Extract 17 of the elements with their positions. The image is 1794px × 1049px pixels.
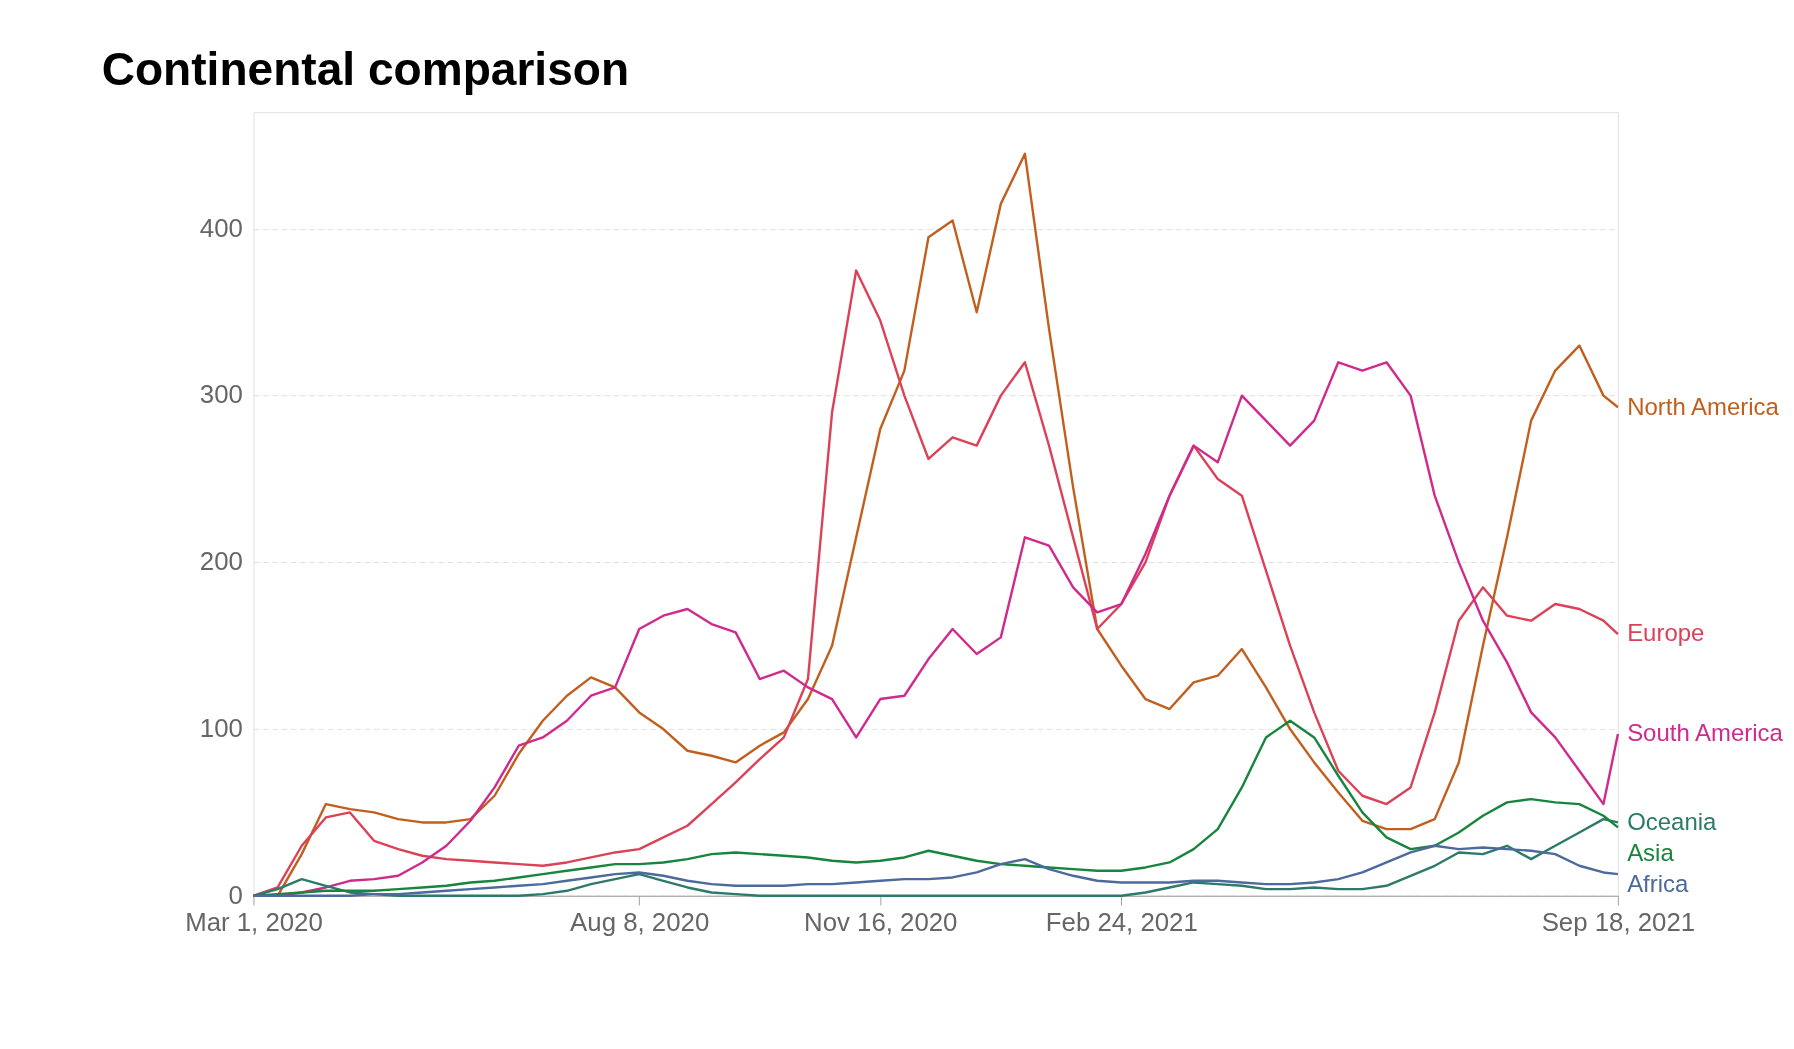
- y-tick-label: 0: [228, 880, 243, 909]
- y-tick-label: 200: [199, 547, 243, 576]
- x-tick-label: Aug 8, 2020: [570, 908, 710, 937]
- y-tick-label: 100: [199, 713, 243, 742]
- chart-title: Continental comparison: [101, 42, 630, 95]
- series-label: South America: [1627, 719, 1784, 747]
- y-tick-label: 300: [199, 380, 243, 409]
- x-tick-label: Sep 18, 2021: [1541, 908, 1696, 937]
- series-label: North America: [1627, 392, 1780, 420]
- series-label: Europe: [1627, 619, 1705, 647]
- series-label: Africa: [1627, 870, 1690, 898]
- x-tick-label: Mar 1, 2020: [185, 908, 323, 937]
- x-tick-label: Feb 24, 2021: [1045, 908, 1198, 937]
- series-label: Asia: [1627, 839, 1675, 867]
- x-tick-label: Nov 16, 2020: [804, 908, 958, 937]
- series-label: Oceania: [1627, 807, 1718, 835]
- y-tick-label: 400: [199, 213, 243, 242]
